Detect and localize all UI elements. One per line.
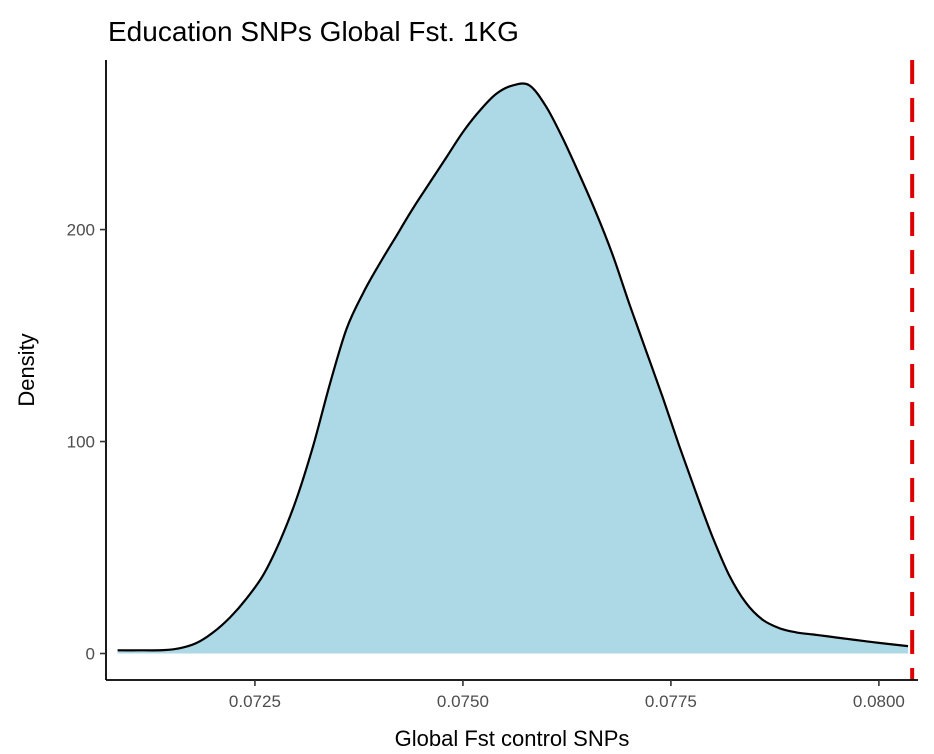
x-tick-label: 0.0800 (853, 692, 905, 711)
x-axis-title: Global Fst control SNPs (395, 726, 630, 751)
density-curve (117, 82, 909, 652)
y-tick-label: 200 (67, 221, 95, 240)
y-tick-label: 0 (86, 645, 95, 664)
x-tick-label: 0.0775 (645, 692, 697, 711)
axes: 0.0725 0.0750 0.0775 0.0800 0 100 200 (67, 60, 918, 711)
plot-area (117, 60, 915, 680)
chart-title: Education SNPs Global Fst. 1KG (108, 16, 519, 47)
density-area (117, 83, 909, 654)
y-tick-label: 100 (67, 433, 95, 452)
y-axis-title: Density (14, 333, 39, 406)
x-tick-label: 0.0725 (229, 692, 281, 711)
x-tick-label: 0.0750 (437, 692, 489, 711)
